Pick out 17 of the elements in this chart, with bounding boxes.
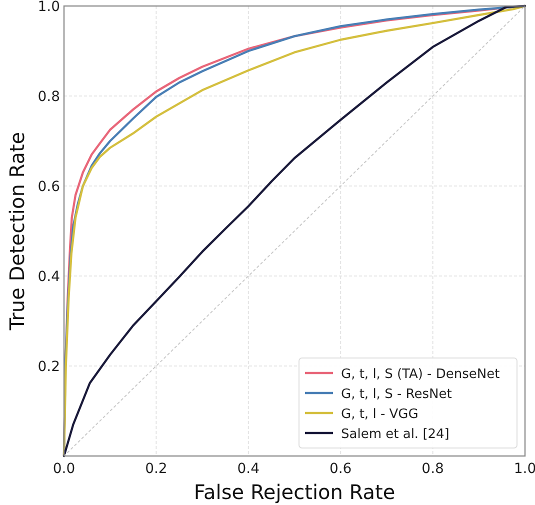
legend-label: G, t, l, S (TA) - DenseNet	[341, 367, 500, 382]
legend-label: G, t, l, S - ResNet	[341, 387, 452, 402]
x-tick-label: 0.4	[237, 461, 260, 477]
x-tick-label: 0.8	[422, 461, 444, 477]
y-tick-label: 0.4	[38, 269, 60, 285]
y-tick-label: 1.0	[38, 0, 60, 15]
y-tick-label: 0.6	[38, 179, 60, 195]
x-tick-label: 0.2	[145, 461, 168, 477]
y-axis-title: True Detection Rate	[5, 132, 29, 332]
y-tick-label: 0.8	[38, 89, 60, 105]
x-tick-label: 0.0	[52, 461, 76, 477]
legend-label: G, t, l - VGG	[341, 407, 418, 422]
x-tick-label: 1.0	[514, 461, 535, 477]
x-axis-title: False Rejection Rate	[194, 480, 396, 504]
y-tick-label: 0.2	[38, 359, 60, 375]
x-tick-label: 0.6	[329, 461, 352, 477]
legend-label: Salem et al. [24]	[341, 427, 450, 442]
